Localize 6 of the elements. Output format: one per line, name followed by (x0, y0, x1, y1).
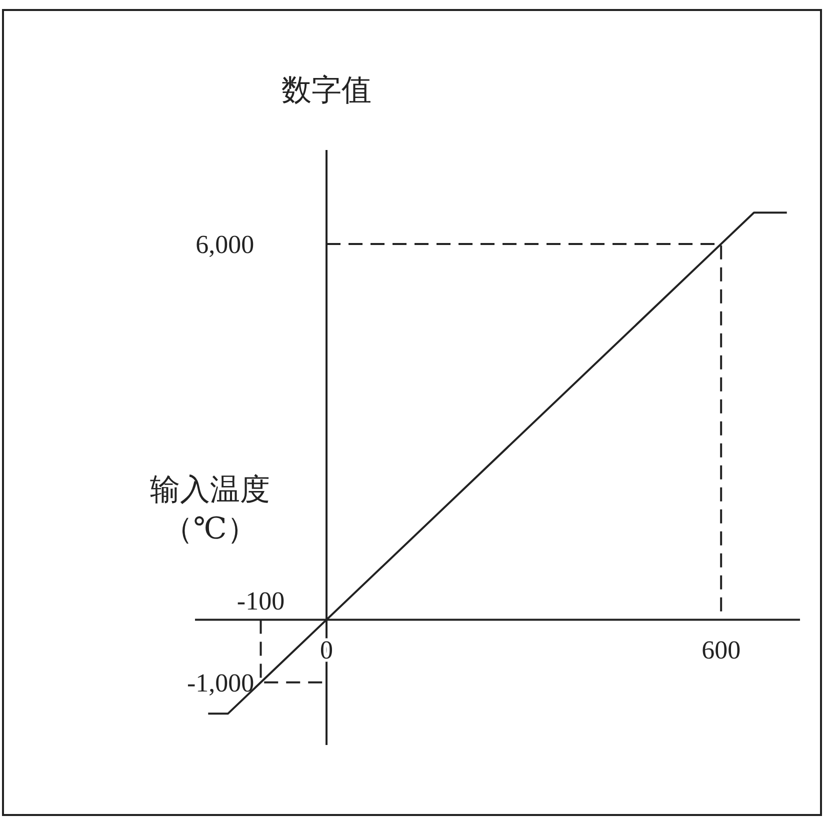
y-tick-label: -1,000 (187, 668, 254, 698)
y-axis-title: 数字值 (282, 74, 372, 107)
x-axis-title: 输入温度（℃） (150, 474, 270, 546)
annotation: -100 (236, 586, 285, 616)
x-tick-label: 600 (702, 636, 741, 665)
y-tick-label: 6,000 (196, 230, 254, 259)
